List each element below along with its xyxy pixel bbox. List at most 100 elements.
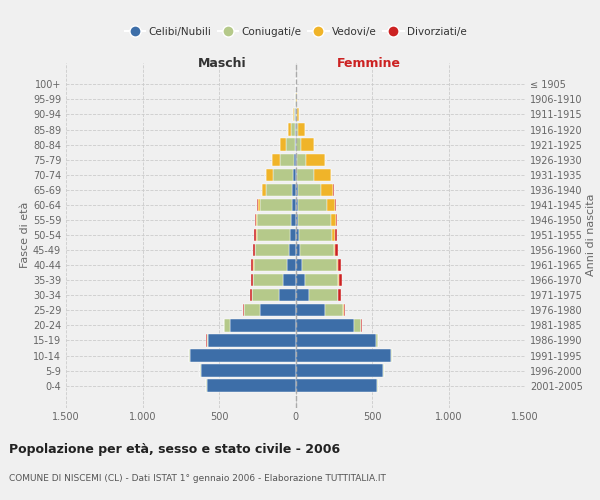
Bar	[294, 154, 296, 166]
Bar	[296, 380, 377, 392]
Bar	[296, 319, 355, 332]
Bar	[335, 229, 337, 241]
Bar	[278, 289, 296, 302]
Y-axis label: Anni di nascita: Anni di nascita	[586, 194, 596, 276]
Bar	[262, 184, 266, 196]
Bar	[298, 198, 327, 211]
Bar	[251, 259, 253, 272]
Bar	[207, 380, 296, 392]
Bar	[292, 198, 296, 211]
Bar	[376, 334, 377, 346]
Bar	[296, 334, 376, 346]
Bar	[296, 138, 301, 151]
Bar	[257, 229, 290, 241]
Bar	[298, 214, 331, 226]
Text: Popolazione per età, sesso e stato civile - 2006: Popolazione per età, sesso e stato civil…	[9, 442, 340, 456]
Bar	[296, 364, 383, 377]
Bar	[189, 350, 190, 362]
Bar	[332, 229, 335, 241]
Bar	[253, 289, 278, 302]
Bar	[298, 184, 322, 196]
Bar	[355, 319, 361, 332]
Bar	[296, 154, 297, 166]
Bar	[254, 214, 256, 226]
Bar	[335, 244, 338, 256]
Bar	[253, 274, 283, 286]
Bar	[294, 108, 295, 120]
Bar	[266, 184, 292, 196]
Bar	[309, 289, 338, 302]
Bar	[257, 198, 258, 211]
Bar	[296, 214, 298, 226]
Bar	[338, 274, 339, 286]
Bar	[207, 334, 208, 346]
Bar	[244, 304, 260, 316]
Bar	[296, 259, 302, 272]
Bar	[272, 154, 280, 166]
Bar	[292, 124, 295, 136]
Bar	[296, 229, 299, 241]
Bar	[335, 214, 337, 226]
Bar	[230, 319, 296, 332]
Bar	[242, 304, 244, 316]
Bar	[260, 304, 296, 316]
Bar	[296, 198, 298, 211]
Bar	[302, 259, 337, 272]
Bar	[254, 229, 256, 241]
Bar	[190, 350, 296, 362]
Bar	[253, 244, 255, 256]
Text: COMUNE DI NISCEMI (CL) - Dati ISTAT 1° gennaio 2006 - Elaborazione TUTTITALIA.IT: COMUNE DI NISCEMI (CL) - Dati ISTAT 1° g…	[9, 474, 386, 483]
Bar	[290, 229, 296, 241]
Text: Maschi: Maschi	[198, 57, 247, 70]
Bar	[327, 198, 335, 211]
Bar	[333, 184, 334, 196]
Bar	[322, 184, 333, 196]
Bar	[256, 214, 257, 226]
Bar	[283, 274, 296, 286]
Bar	[293, 108, 294, 120]
Bar	[295, 138, 296, 151]
Bar	[250, 289, 252, 302]
Bar	[344, 304, 345, 316]
Bar	[296, 184, 298, 196]
Bar	[291, 214, 296, 226]
Text: Femmine: Femmine	[337, 57, 401, 70]
Bar	[296, 244, 300, 256]
Bar	[287, 259, 296, 272]
Bar	[300, 244, 334, 256]
Bar	[295, 124, 296, 136]
Bar	[255, 244, 289, 256]
Bar	[331, 214, 335, 226]
Bar	[280, 138, 286, 151]
Y-axis label: Fasce di età: Fasce di età	[20, 202, 30, 268]
Bar	[338, 259, 341, 272]
Bar	[258, 198, 260, 211]
Bar	[314, 168, 331, 181]
Bar	[298, 124, 305, 136]
Bar	[305, 274, 338, 286]
Bar	[337, 259, 338, 272]
Bar	[286, 138, 295, 151]
Bar	[301, 138, 314, 151]
Bar	[296, 289, 309, 302]
Bar	[334, 244, 335, 256]
Bar	[260, 198, 292, 211]
Bar	[257, 214, 291, 226]
Bar	[299, 229, 332, 241]
Bar	[251, 274, 253, 286]
Bar	[306, 154, 325, 166]
Bar	[254, 259, 287, 272]
Bar	[296, 274, 305, 286]
Bar	[391, 350, 392, 362]
Bar	[224, 319, 230, 332]
Bar	[200, 364, 296, 377]
Bar	[338, 289, 341, 302]
Bar	[289, 244, 296, 256]
Bar	[325, 304, 343, 316]
Bar	[335, 198, 336, 211]
Bar	[208, 334, 296, 346]
Bar	[296, 304, 325, 316]
Bar	[296, 168, 297, 181]
Bar	[266, 168, 274, 181]
Bar	[296, 350, 391, 362]
